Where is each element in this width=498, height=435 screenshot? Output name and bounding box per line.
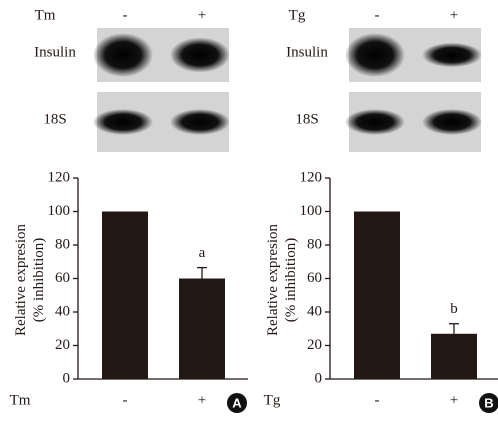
y-axis-title-line: Relative expresion bbox=[265, 223, 281, 336]
blot-lane-label: + bbox=[450, 7, 458, 23]
blot-band bbox=[422, 109, 482, 135]
y-tick-label: 20 bbox=[55, 337, 70, 353]
blot-band bbox=[345, 109, 405, 135]
bar bbox=[102, 211, 148, 379]
blot-band bbox=[422, 42, 482, 68]
y-tick-label: 100 bbox=[48, 203, 71, 219]
y-tick-label: 120 bbox=[48, 169, 71, 185]
blot-label: 18S bbox=[295, 111, 318, 127]
panel-label: B bbox=[484, 395, 493, 410]
bar bbox=[354, 211, 400, 379]
treatment-label: Tg bbox=[289, 7, 306, 23]
y-axis-title: Relative expresion (% inhibition) bbox=[13, 223, 47, 336]
x-tick-label: - bbox=[123, 392, 128, 408]
y-axis-title: Relative expresion (% inhibition) bbox=[265, 223, 299, 336]
x-tick-label: + bbox=[198, 392, 206, 408]
significance-label: b bbox=[450, 301, 458, 317]
x-tick-label: - bbox=[375, 392, 380, 408]
y-tick-label: 100 bbox=[300, 203, 323, 219]
blot-lane-label: + bbox=[198, 7, 206, 23]
y-tick-label: 20 bbox=[307, 337, 322, 353]
y-tick-label: 60 bbox=[55, 270, 70, 286]
treatment-label: Tm bbox=[35, 7, 56, 23]
x-axis-title: Tg bbox=[264, 392, 281, 408]
significance-label: a bbox=[199, 245, 206, 261]
y-axis-title-line: (% inhibition) bbox=[31, 238, 47, 323]
bar bbox=[179, 278, 225, 379]
blot-label: 18S bbox=[43, 111, 66, 127]
y-axis-title-line: (% inhibition) bbox=[283, 238, 299, 323]
blot-band bbox=[170, 37, 230, 73]
blot-band bbox=[93, 33, 153, 77]
panel-badge bbox=[227, 393, 247, 413]
blot-lane-label: - bbox=[375, 7, 380, 23]
y-tick-label: 60 bbox=[307, 270, 322, 286]
panel-badge bbox=[479, 393, 498, 413]
blot-lane-label: - bbox=[123, 7, 128, 23]
blot-label: Insulin bbox=[286, 44, 328, 60]
y-tick-label: 40 bbox=[55, 303, 70, 319]
x-tick-label: + bbox=[450, 392, 458, 408]
y-tick-label: 80 bbox=[307, 236, 322, 252]
blot-band bbox=[93, 109, 153, 135]
y-tick-label: 0 bbox=[315, 370, 323, 386]
y-axis-title-line: Relative expresion bbox=[13, 223, 29, 336]
y-tick-label: 40 bbox=[307, 303, 322, 319]
blot-label: Insulin bbox=[34, 44, 76, 60]
y-tick-label: 0 bbox=[63, 370, 71, 386]
x-axis-title: Tm bbox=[10, 392, 31, 408]
y-tick-label: 80 bbox=[55, 236, 70, 252]
y-tick-label: 120 bbox=[300, 169, 323, 185]
panel-label: A bbox=[232, 395, 242, 410]
blot-band bbox=[170, 109, 230, 135]
blot-band bbox=[345, 33, 405, 77]
bar bbox=[431, 333, 477, 379]
